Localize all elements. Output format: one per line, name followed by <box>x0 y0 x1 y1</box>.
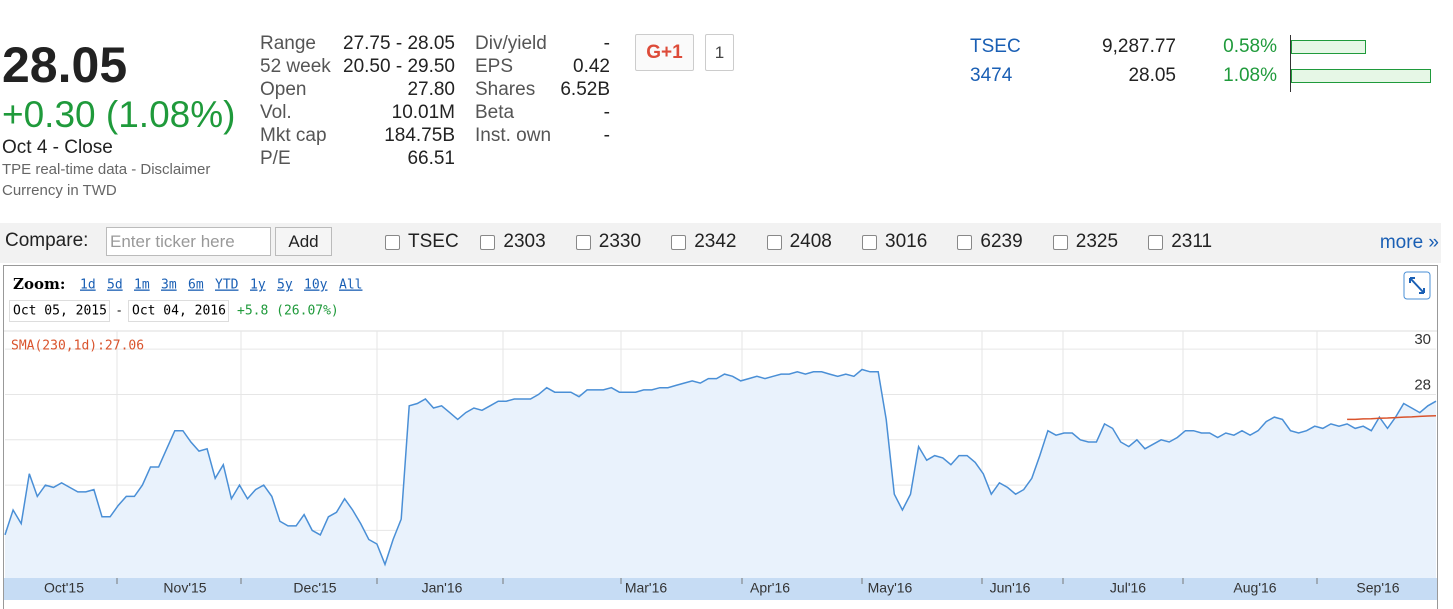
zoom-option[interactable]: 1y <box>250 278 266 293</box>
stat-value: 27.75 - 28.05 <box>343 33 455 54</box>
market-price: 28.05 <box>1128 65 1176 86</box>
x-tick-label: Mar'16 <box>625 580 668 596</box>
zoom-option[interactable]: All <box>339 278 362 293</box>
stat-label: P/E <box>260 148 291 169</box>
compare-checkbox[interactable] <box>957 235 973 250</box>
stat-value: 6.52B <box>560 79 610 100</box>
stat-label: 52 week <box>260 56 331 77</box>
x-tick-label: Apr'16 <box>750 580 790 596</box>
compare-checkbox[interactable] <box>671 235 687 250</box>
x-tick-label: Sep'16 <box>1356 580 1399 596</box>
market-change: 0.58% <box>1223 36 1277 57</box>
stat-value: - <box>603 125 610 146</box>
market-name[interactable]: TSEC <box>970 36 1021 57</box>
stat-label: Beta <box>475 102 515 123</box>
plus-one-button[interactable]: G+1 <box>635 34 694 71</box>
price-line <box>4 368 1437 567</box>
currency: Currency in TWD <box>2 182 117 199</box>
x-tick-label: Jan'16 <box>422 580 463 596</box>
stat-value: 10.01M <box>391 102 455 123</box>
x-tick-label: May'16 <box>868 580 913 596</box>
compare-ticker: 2325 <box>1075 231 1119 252</box>
zoom-option[interactable]: 6m <box>188 278 204 293</box>
stat-value: 66.51 <box>407 148 455 169</box>
price-change: +0.30 (1.08%) <box>2 94 236 135</box>
date-from[interactable]: Oct 05, 2015 <box>13 304 107 319</box>
market-bar <box>1291 69 1432 83</box>
compare-ticker: 2303 <box>503 231 546 252</box>
stat-label: Range <box>260 33 316 54</box>
stat-label: Div/yield <box>475 33 547 54</box>
x-axis-band <box>4 578 1437 600</box>
zoom-option[interactable]: 10y <box>304 278 328 293</box>
compare-ticker: 2408 <box>789 231 832 252</box>
compare-ticker: 3016 <box>885 231 928 252</box>
stat-value: - <box>603 102 610 123</box>
stat-value: 27.80 <box>407 79 455 100</box>
y-tick-label: 30 <box>1414 331 1431 348</box>
compare-ticker: TSEC <box>408 231 459 252</box>
market-price: 9,287.77 <box>1102 36 1176 57</box>
plus-one-count: 1 <box>705 34 734 71</box>
market-change: 1.08% <box>1223 65 1277 86</box>
zoom-option[interactable]: 3m <box>161 278 177 293</box>
add-button[interactable]: Add <box>275 227 332 256</box>
stat-value: 0.42 <box>573 56 610 77</box>
market-name[interactable]: 3474 <box>970 65 1013 86</box>
x-tick-label: Dec'15 <box>293 580 336 596</box>
compare-checkbox[interactable] <box>1052 235 1068 250</box>
zoom-option[interactable]: 1d <box>80 278 96 293</box>
zoom-option[interactable]: YTD <box>215 278 239 293</box>
stat-value: - <box>603 33 610 54</box>
quote-status: Oct 4 - Close <box>2 137 113 158</box>
compare-checkbox[interactable] <box>862 235 877 250</box>
stat-label: EPS <box>475 56 514 77</box>
x-tick-label: Aug'16 <box>1233 580 1276 596</box>
price: 28.05 <box>2 37 128 93</box>
y-tick-label: 28 <box>1414 376 1431 393</box>
zoom-option[interactable]: 1m <box>134 278 150 293</box>
compare-ticker: 2311 <box>1171 231 1213 252</box>
compare-label: Compare: <box>5 230 89 251</box>
stat-label: Mkt cap <box>260 125 327 146</box>
compare-ticker: 2342 <box>694 231 737 252</box>
date-box <box>128 300 229 322</box>
bar-axis <box>1290 35 1291 92</box>
stat-label: Inst. own <box>475 125 552 146</box>
stat-value: 184.75B <box>384 125 455 146</box>
ticker-input[interactable]: Enter ticker here <box>106 227 271 256</box>
sma-line <box>1347 415 1437 421</box>
zoom-option[interactable]: 5y <box>277 278 293 293</box>
compare-ticker: 6239 <box>980 231 1023 252</box>
period-change: +5.8 (26.07%) <box>237 304 339 319</box>
compare-checkbox[interactable] <box>575 235 591 250</box>
data-source[interactable]: TPE real-time data - Disclaimer <box>2 161 211 178</box>
stat-label: Shares <box>475 79 536 100</box>
stat-label: Open <box>260 79 307 100</box>
area-fill <box>5 369 1436 578</box>
stat-label: Vol. <box>260 102 292 123</box>
chart: Zoom: 1d 5d 1m 3m 6m YTD 1y 5y 10y All Oct 05, 2015… <box>3 265 1438 609</box>
market-bar <box>1291 40 1367 54</box>
x-tick-label: Jun'16 <box>990 580 1031 596</box>
sma-label: SMA(230,1d):27.06 <box>11 339 144 354</box>
collapse-icon <box>1409 277 1425 294</box>
x-tick-label: Oct'15 <box>44 580 84 596</box>
date-to[interactable]: Oct 04, 2016 <box>132 304 226 319</box>
compare-checkbox[interactable] <box>1148 235 1164 250</box>
date-sep: - <box>117 302 121 317</box>
x-tick-label: Nov'15 <box>163 580 206 596</box>
zoom-option[interactable]: 5d <box>107 278 123 293</box>
compare-ticker: 2330 <box>598 231 642 252</box>
compare-checkbox[interactable] <box>385 235 400 250</box>
x-tick-label: Jul'16 <box>1110 580 1146 596</box>
more-link[interactable]: more » <box>1379 232 1439 253</box>
compare-checkbox[interactable] <box>766 235 782 250</box>
compare-checkbox[interactable] <box>480 235 496 250</box>
date-box <box>9 300 110 322</box>
zoom-label: Zoom: <box>13 275 65 293</box>
stat-value: 20.50 - 29.50 <box>343 56 455 77</box>
